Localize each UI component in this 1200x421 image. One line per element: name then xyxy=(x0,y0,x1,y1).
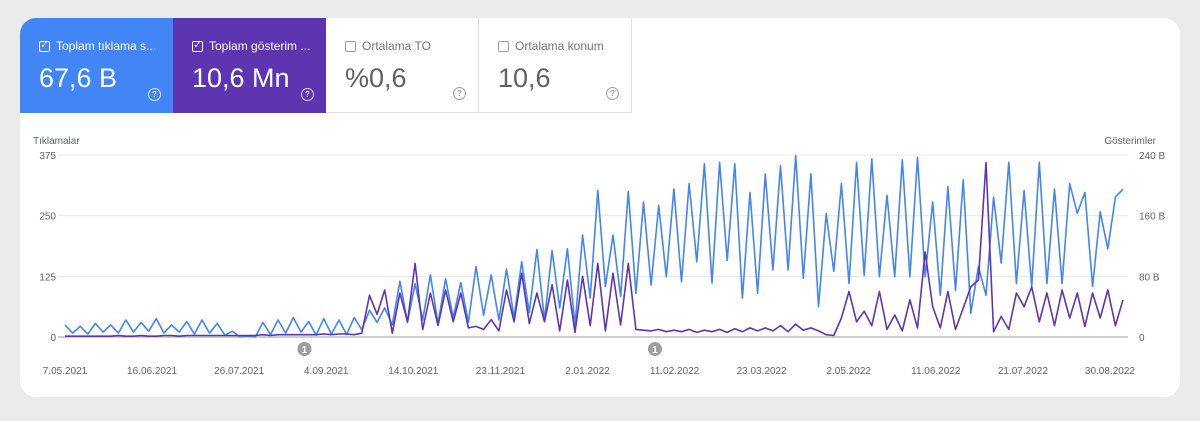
x-tick-label: 30.08.2022 xyxy=(1085,366,1135,377)
metric-label: Ortalama konum xyxy=(515,39,604,53)
help-icon[interactable]: ? xyxy=(453,87,466,100)
y-left-tick-label: 125 xyxy=(39,272,56,283)
checkbox-checked-icon[interactable]: ✓ xyxy=(39,40,50,52)
metric-value: 10,6 xyxy=(498,63,551,93)
y-left-axis-title: Tıklamalar xyxy=(33,136,80,147)
x-tick-label: 2.05.2022 xyxy=(826,366,871,377)
x-tick-label: 23.03.2022 xyxy=(737,366,787,377)
help-icon[interactable]: ? xyxy=(301,88,314,101)
x-tick-label: 2.01.2022 xyxy=(565,366,610,377)
help-icon[interactable]: ? xyxy=(148,88,161,101)
metric-card-position[interactable]: Ortalama konum 10,6 ? xyxy=(479,18,632,113)
metric-card-ctr[interactable]: Ortalama TO %0,6 ? xyxy=(326,18,479,113)
y-left-tick-label: 250 xyxy=(39,212,56,223)
clicks-line xyxy=(64,154,1124,338)
x-tick-label: 4.09.2021 xyxy=(304,366,349,377)
metric-value: %0,6 xyxy=(345,63,407,93)
y-right-tick-label: 160 B xyxy=(1139,212,1165,223)
metric-value: 67,6 B xyxy=(39,63,118,93)
checkbox-unchecked-icon[interactable] xyxy=(498,40,509,52)
x-tick-label: 26.07.2021 xyxy=(214,366,264,377)
annotation-marker[interactable] xyxy=(647,342,662,356)
metric-label: Toplam tıklama s... xyxy=(56,39,157,53)
help-icon[interactable]: ? xyxy=(606,87,619,100)
annotation-label: 1 xyxy=(652,345,658,356)
performance-panel: ✓ Toplam tıklama s... 67,6 B ? ✓ Toplam gö… xyxy=(20,18,1180,397)
metric-card-clicks[interactable]: ✓ Toplam tıklama s... 67,6 B ? xyxy=(20,18,173,113)
metric-value: 10,6 Mn xyxy=(192,63,290,93)
y-right-tick-label: 0 xyxy=(1139,333,1145,344)
checkbox-unchecked-icon[interactable] xyxy=(345,40,356,52)
y-left-tick-label: 0 xyxy=(50,333,56,344)
metric-card-impressions[interactable]: ✓ Toplam gösterim ... 10,6 Mn ? xyxy=(173,18,326,113)
y-right-tick-label: 80 B xyxy=(1139,272,1160,283)
impressions-line xyxy=(65,161,1124,338)
annotation-marker[interactable] xyxy=(297,342,312,356)
checkbox-checked-icon[interactable]: ✓ xyxy=(192,40,203,52)
x-tick-label: 23.11.2021 xyxy=(476,366,526,377)
y-right-tick-label: 240 B xyxy=(1139,151,1165,162)
metric-label: Toplam gösterim ... xyxy=(209,39,311,53)
metric-label: Ortalama TO xyxy=(362,39,431,53)
annotation-label: 1 xyxy=(302,345,308,356)
x-tick-label: 11.06.2022 xyxy=(911,366,961,377)
x-tick-label: 11.02.2022 xyxy=(650,366,700,377)
y-right-axis-title: Gösterimler xyxy=(1104,136,1156,147)
x-tick-label: 16.06.2021 xyxy=(127,366,177,377)
x-tick-label: 21.07.2022 xyxy=(998,366,1048,377)
x-tick-label: 7.05.2021 xyxy=(43,366,88,377)
y-left-tick-label: 375 xyxy=(39,151,56,162)
x-tick-label: 14.10.2021 xyxy=(388,366,438,377)
